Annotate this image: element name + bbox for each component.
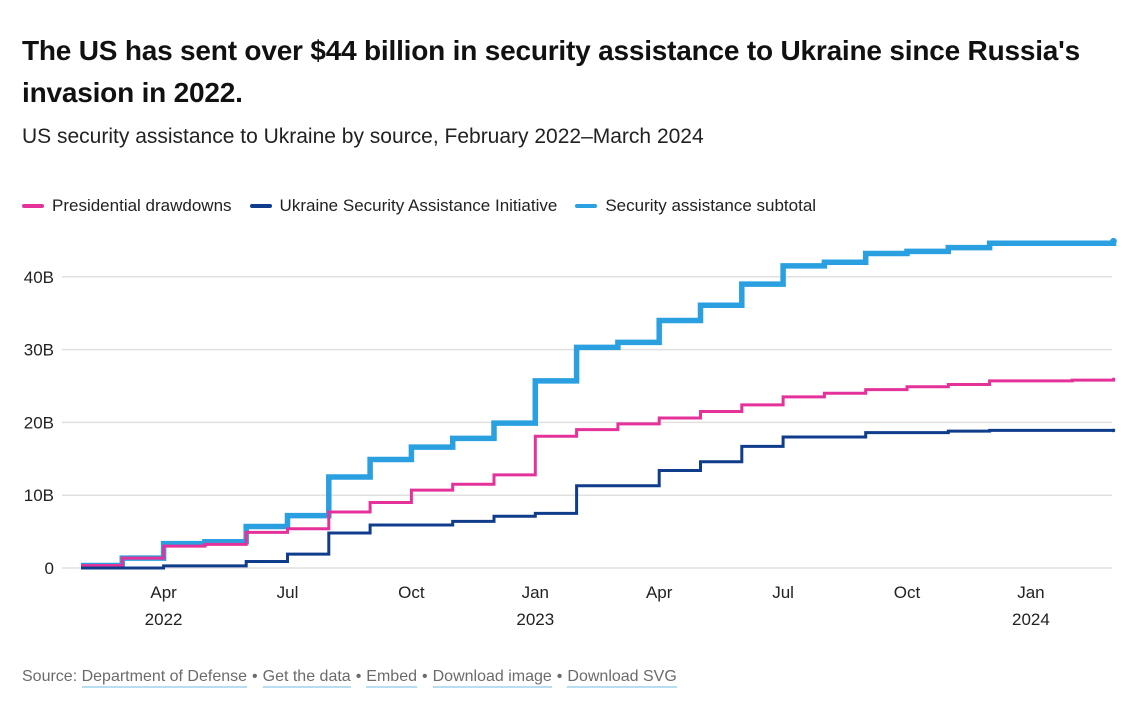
x-year-label: 2022 bbox=[145, 610, 183, 629]
series-lines bbox=[81, 237, 1117, 570]
legend-item-usai: Ukraine Security Assistance Initiative bbox=[249, 196, 558, 216]
get-the-data-link[interactable]: Get the data bbox=[262, 668, 351, 688]
separator-dot: • bbox=[252, 668, 258, 685]
y-axis: 0 10B 20B 30B 40B bbox=[24, 268, 54, 578]
series-endpoint bbox=[1110, 237, 1117, 245]
series-line-usai bbox=[81, 428, 1114, 570]
legend-item-presidential-drawdowns: Presidential drawdowns bbox=[22, 196, 232, 216]
y-tick-label: 40B bbox=[24, 268, 54, 287]
separator-dot: • bbox=[422, 668, 428, 685]
x-year-label: 2024 bbox=[1012, 610, 1050, 629]
x-tick-label: Jul bbox=[277, 583, 299, 602]
x-tick-label: Jan bbox=[522, 583, 549, 602]
separator-dot: • bbox=[355, 668, 362, 685]
x-axis: Apr 2022 Jul Oct Jan 2023 Apr Jul Oct Jan 2024 bbox=[145, 583, 1050, 629]
legend-swatch-subtotal bbox=[575, 204, 598, 208]
legend-item-subtotal: Security assistance subtotal bbox=[575, 196, 816, 216]
legend: Presidential drawdowns Ukraine Security … bbox=[22, 196, 834, 216]
legend-label: Ukraine Security Assistance Initiative bbox=[279, 196, 558, 215]
download-image-link[interactable]: Download image bbox=[432, 668, 552, 688]
x-tick-label: Apr bbox=[150, 583, 177, 602]
y-tick-label: 0 bbox=[45, 559, 54, 578]
x-tick-label: Jul bbox=[772, 583, 794, 602]
y-tick-label: 20B bbox=[24, 413, 54, 432]
line-chart: 0 10B 20B 30B 40B Apr 2022 Jul Oct Jan 2023 Apr Jul… bbox=[24, 237, 1117, 629]
gridlines bbox=[62, 276, 1112, 569]
x-tick-label: Oct bbox=[398, 583, 425, 602]
y-tick-label: 10B bbox=[24, 486, 54, 505]
source-link-department-of-defense[interactable]: Department of Defense bbox=[81, 668, 248, 688]
separator-dot: • bbox=[556, 668, 563, 685]
footer: Source: Department of Defense • Get the da… bbox=[22, 668, 677, 688]
x-tick-label: Oct bbox=[894, 583, 921, 602]
chart-title: The US has sent over $44 billion in secu… bbox=[22, 35, 1080, 108]
source-label: Source: bbox=[22, 668, 78, 685]
y-tick-label: 30B bbox=[24, 341, 54, 360]
x-tick-label: Apr bbox=[646, 583, 673, 602]
legend-swatch-usai bbox=[249, 204, 272, 208]
legend-label: Presidential drawdowns bbox=[52, 196, 232, 215]
embed-link[interactable]: Embed bbox=[366, 668, 417, 688]
legend-label: Security assistance subtotal bbox=[605, 196, 817, 215]
x-tick-label: Jan bbox=[1017, 583, 1044, 602]
series-endpoint bbox=[1111, 428, 1116, 433]
legend-swatch-presidential-drawdowns bbox=[22, 204, 44, 208]
series-line-presidential-drawdowns bbox=[81, 378, 1115, 567]
series-endpoint bbox=[1111, 377, 1116, 382]
x-year-label: 2023 bbox=[516, 610, 554, 629]
series-line-subtotal bbox=[81, 240, 1117, 569]
chart-subtitle: US security assistance to Ukraine by sou… bbox=[22, 125, 704, 148]
download-svg-link[interactable]: Download SVG bbox=[567, 668, 677, 688]
